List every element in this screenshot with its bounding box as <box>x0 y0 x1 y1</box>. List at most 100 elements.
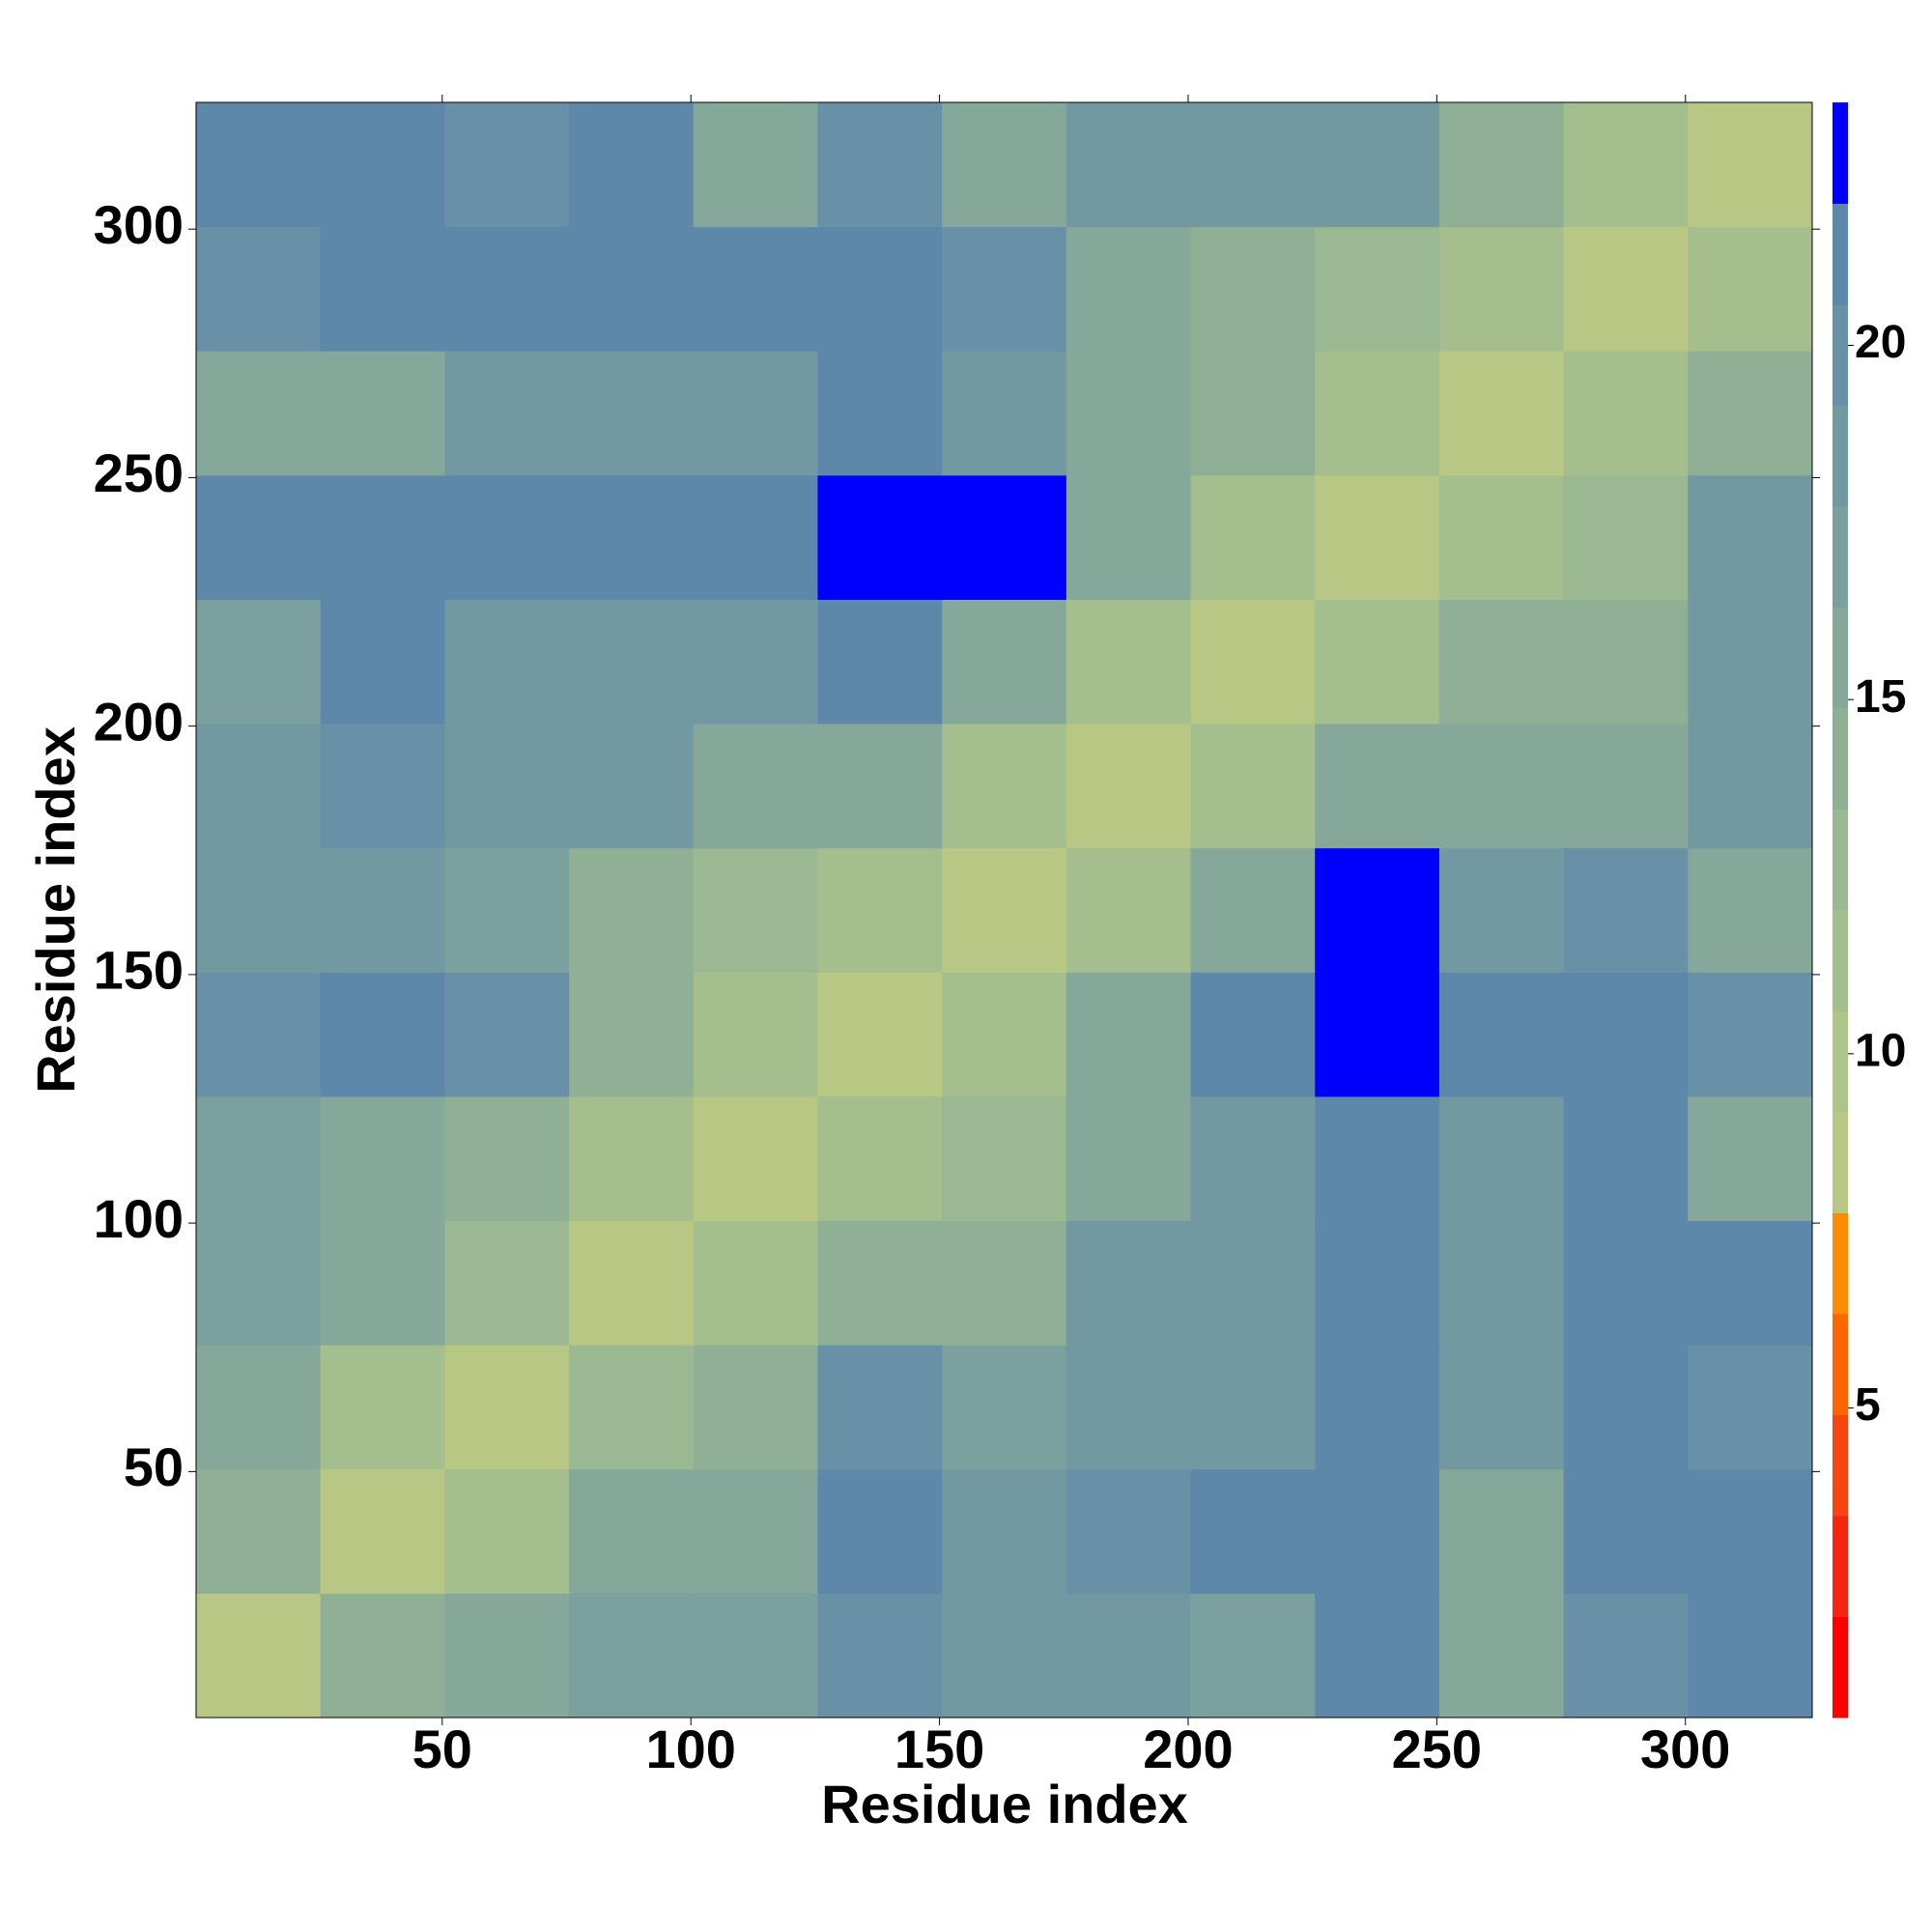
heatmap-cell <box>320 1468 445 1594</box>
heatmap-cell <box>1190 226 1316 352</box>
colorbar-band <box>1833 607 1848 709</box>
heatmap-cell <box>1438 972 1565 1097</box>
x-tick-label: 100 <box>645 1719 735 1779</box>
heatmap-cell <box>1563 1468 1689 1594</box>
heatmap-cell <box>320 972 445 1097</box>
heatmap-cell <box>942 847 1067 973</box>
heatmap-cell <box>693 102 818 228</box>
heatmap-cell <box>569 1593 695 1719</box>
heatmap-cell <box>1563 847 1689 973</box>
heatmap-cell <box>1065 1095 1192 1222</box>
heatmap-cell <box>1315 972 1440 1097</box>
heatmap-cell <box>1315 599 1440 724</box>
heatmap-cell <box>942 972 1067 1097</box>
y-tick-label: 100 <box>94 1188 184 1249</box>
heatmap-cell <box>1688 599 1813 724</box>
colorbar-band <box>1833 304 1848 406</box>
colorbar-band <box>1833 506 1848 608</box>
heatmap-cell <box>1688 1593 1813 1719</box>
heatmap-cell <box>1190 599 1316 724</box>
heatmap-cell <box>320 474 445 600</box>
heatmap-cell <box>1065 1220 1192 1346</box>
heatmap-cell <box>444 351 570 476</box>
heatmap-cell <box>444 102 570 228</box>
heatmap-cell <box>196 1220 322 1346</box>
heatmap-cell <box>569 351 695 476</box>
heatmap-cell <box>942 226 1067 352</box>
heatmap-cell <box>1688 474 1813 600</box>
heatmap-cell <box>1065 847 1192 973</box>
heatmap-cell <box>1190 1220 1316 1346</box>
heatmap-cell <box>1315 351 1440 476</box>
heatmap-cell <box>1438 102 1565 228</box>
heatmap-cell <box>942 351 1067 476</box>
heatmap-cell <box>817 1095 943 1222</box>
heatmap-cell <box>444 1345 570 1470</box>
heatmap-cell <box>569 724 695 849</box>
heatmap-cell <box>693 1095 818 1222</box>
heatmap-cell <box>817 1468 943 1594</box>
heatmap-cell <box>817 972 943 1097</box>
heatmap-cell <box>693 1345 818 1470</box>
heatmap-cell <box>569 1220 695 1346</box>
heatmap-cell <box>1688 1468 1813 1594</box>
x-tick-label: 150 <box>895 1719 984 1779</box>
heatmap-cell <box>1438 724 1565 849</box>
heatmap-cell <box>817 1220 943 1346</box>
y-tick-label: 150 <box>94 940 184 1001</box>
heatmap-cell <box>444 1220 570 1346</box>
heatmap-cell <box>942 1095 1067 1222</box>
colorbar-band <box>1833 102 1848 204</box>
heatmap-cell <box>817 102 943 228</box>
heatmap-cell <box>1065 474 1192 600</box>
heatmap-cell <box>444 599 570 724</box>
colorbar-tick-label: 5 <box>1855 1379 1881 1431</box>
colorbar-band <box>1833 1616 1848 1719</box>
heatmap-cell <box>320 102 445 228</box>
heatmap-cell <box>1688 1345 1813 1470</box>
heatmap-cell <box>1563 1095 1689 1222</box>
heatmap-cell <box>1190 1345 1316 1470</box>
heatmap-cell <box>1190 1095 1316 1222</box>
heatmap-cell <box>1065 599 1192 724</box>
heatmap-cell <box>1438 226 1565 352</box>
heatmap-cell <box>320 1220 445 1346</box>
heatmap-cell <box>1065 724 1192 849</box>
heatmap-cell <box>942 1220 1067 1346</box>
heatmap-cell <box>444 1468 570 1594</box>
heatmap-cell <box>1438 351 1565 476</box>
heatmap-cell <box>444 226 570 352</box>
x-axis-title: Residue index <box>821 1774 1188 1834</box>
heatmap-cell <box>1315 847 1440 973</box>
heatmap-cell <box>942 599 1067 724</box>
heatmap-cell <box>569 226 695 352</box>
heatmap-cell <box>196 1095 322 1222</box>
colorbar-band <box>1833 1414 1848 1517</box>
colorbar-band <box>1833 1010 1848 1113</box>
heatmap-cell <box>693 351 818 476</box>
heatmap-cell <box>942 1345 1067 1470</box>
heatmap-cell <box>693 226 818 352</box>
heatmap-cell <box>1563 351 1689 476</box>
heatmap-cell <box>1438 474 1565 600</box>
heatmap-cell <box>1065 351 1192 476</box>
heatmap-cell <box>817 1345 943 1470</box>
heatmap-cell <box>942 102 1067 228</box>
colorbar-band <box>1833 809 1848 911</box>
heatmap-cell <box>444 972 570 1097</box>
heatmap-cell <box>196 1468 322 1594</box>
y-axis-title: Residue index <box>25 726 86 1094</box>
heatmap-cell <box>320 724 445 849</box>
heatmap-cell <box>1315 102 1440 228</box>
heatmap-cell <box>1065 1468 1192 1594</box>
heatmap-cell <box>817 474 943 600</box>
heatmap-cell <box>1688 972 1813 1097</box>
heatmap-cell <box>196 102 322 228</box>
heatmap-cell <box>196 351 322 476</box>
heatmap-cell <box>196 226 322 352</box>
heatmap-cell <box>693 724 818 849</box>
heatmap-cell <box>569 847 695 973</box>
colorbar-band <box>1833 910 1848 1011</box>
heatmap-cell <box>1688 351 1813 476</box>
heatmap-cell <box>1563 1593 1689 1719</box>
